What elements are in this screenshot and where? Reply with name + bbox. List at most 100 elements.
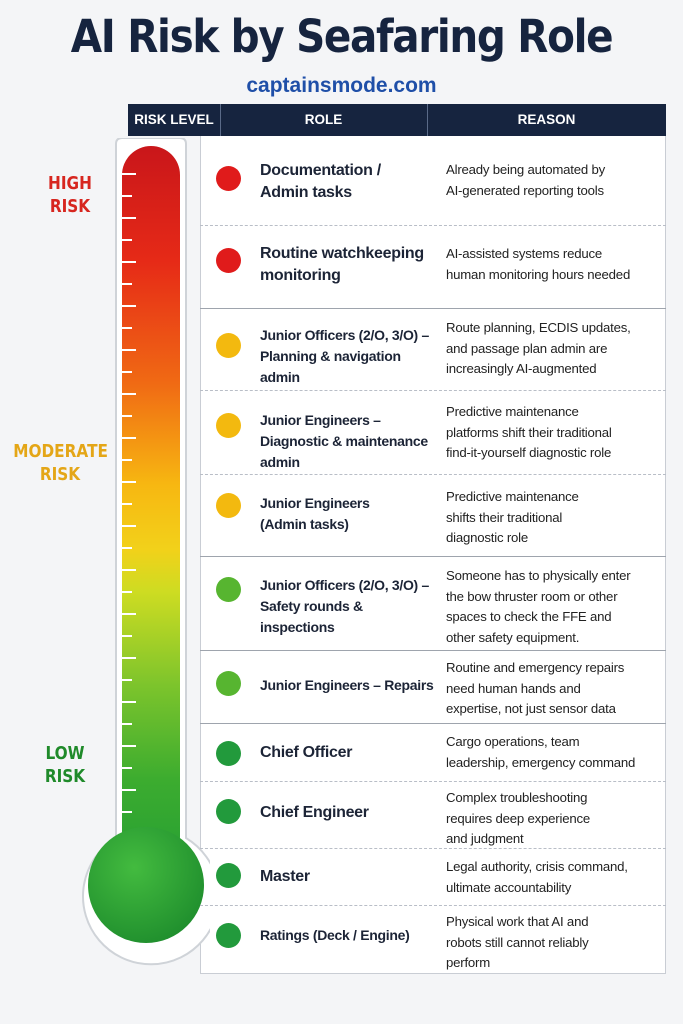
role-label: Junior Engineers – Diagnostic & maintenan… (260, 410, 440, 473)
reason-line: find-it-yourself diagnostic role (446, 445, 612, 460)
reason-line: spaces to check the FFE and (446, 609, 612, 624)
role-line: Chief Engineer (260, 804, 369, 821)
reason-line: human monitoring hours needed (446, 266, 631, 282)
reason-line: Route planning, ECDIS updates, (446, 320, 631, 335)
role-line: Routine watchkeeping (260, 245, 424, 262)
table-row: Junior Officers (2/O, 3/O) – Planning & n… (200, 309, 666, 391)
role-line: Diagnostic & maintenance admin (260, 433, 428, 470)
reason-line: Already being automated by (446, 162, 606, 177)
table-row: Chief Officer Cargo operations, team leade… (200, 724, 666, 782)
reason-line: AI-generated reporting tools (446, 182, 604, 198)
reason-text: Physical work that AI and robots still ca… (446, 912, 662, 974)
reason-line: increasingly AI-augmented (446, 361, 597, 376)
risk-dot (216, 413, 241, 438)
reason-line: Complex troubleshooting (446, 790, 588, 805)
table-row: Master Legal authority, crisis command, ul… (200, 849, 666, 906)
role-line: (Admin tasks) (260, 516, 349, 532)
table-row: Junior Engineers – Diagnostic & maintenan… (200, 391, 666, 475)
header-role: Role (220, 104, 428, 136)
risk-label-moderate-line1: MODERATE (13, 441, 108, 462)
role-label: Junior Engineers – Repairs (260, 675, 440, 696)
reason-line: requires deep experience (446, 810, 591, 826)
role-line: monitoring (260, 267, 341, 284)
role-label: Junior Officers (2/O, 3/O) – Planning & n… (260, 325, 440, 388)
reason-text: AI-assisted systems reduce human monitori… (446, 244, 662, 285)
role-label: Routine watchkeeping monitoring (260, 243, 440, 287)
risk-dot (216, 333, 241, 358)
site-link[interactable]: captainsmode.com (246, 74, 437, 97)
reason-line: platforms shift their traditional (446, 424, 612, 440)
table-body (200, 136, 666, 974)
table-row: Junior Engineers (Admin tasks) Predictive … (200, 475, 666, 557)
reason-text: Cargo operations, team leadership, emerge… (446, 732, 662, 773)
role-line: Documentation / (260, 162, 381, 179)
role-label: Chief Engineer (260, 802, 440, 824)
reason-line: Cargo operations, team (446, 734, 580, 749)
role-line: Admin tasks (260, 184, 352, 201)
risk-label-low-line1: LOW (45, 743, 85, 764)
reason-text: Routine and emergency repairs need human … (446, 658, 662, 720)
role-line: Junior Engineers – Repairs (260, 677, 434, 693)
reason-line: robots still cannot reliably (446, 934, 589, 950)
table-row: Chief Engineer Complex troubleshooting req… (200, 782, 666, 849)
reason-line: and judgment (446, 831, 524, 846)
role-label: Junior Engineers (Admin tasks) (260, 493, 440, 535)
table-row: Junior Engineers – Repairs Routine and em… (200, 651, 666, 724)
reason-line: leadership, emergency command (446, 754, 636, 770)
role-label: Chief Officer (260, 742, 440, 764)
role-line: Planning & navigation admin (260, 348, 401, 385)
table-row: Junior Officers (2/O, 3/O) – Safety round… (200, 557, 666, 651)
reason-line: Legal authority, crisis command, (446, 859, 628, 874)
reason-line: perform (446, 955, 491, 970)
role-label: Master (260, 866, 440, 888)
role-label: Junior Officers (2/O, 3/O) – Safety round… (260, 575, 440, 638)
risk-label-moderate-line2: RISK (39, 464, 81, 485)
reason-line: Routine and emergency repairs (446, 660, 625, 675)
reason-line: shifts their traditional (446, 509, 563, 525)
reason-line: Predictive maintenance (446, 404, 579, 419)
reason-line: need human hands and (446, 680, 581, 696)
risk-dot (216, 166, 241, 191)
reason-text: Someone has to physically enter the bow t… (446, 566, 662, 648)
role-line: Master (260, 868, 310, 885)
risk-label-high-line2: RISK (49, 196, 91, 217)
reason-text: Predictive maintenance shifts their tradi… (446, 487, 662, 549)
table-row: Documentation / Admin tasks Already being … (200, 136, 666, 226)
reason-line: diagnostic role (446, 530, 529, 545)
risk-label-high: HIGH RISK (23, 172, 117, 218)
reason-line: the bow thruster room or other (446, 588, 618, 604)
thermometer-ticks (122, 173, 136, 813)
header-risk-level: Risk Level (128, 104, 221, 136)
reason-line: expertise, not just sensor data (446, 701, 616, 716)
thermometer-tube (122, 146, 180, 866)
table-row: Routine watchkeeping monitoring AI-assiste… (200, 226, 666, 309)
risk-dot (216, 493, 241, 518)
role-line: Junior Engineers – (260, 412, 381, 428)
role-label: Documentation / Admin tasks (260, 160, 440, 204)
table-row: Ratings (Deck / Engine) Physical work tha… (200, 906, 666, 974)
role-line: Safety rounds & inspections (260, 598, 363, 635)
role-line: Ratings (Deck / Engine) (260, 927, 410, 943)
reason-line: other safety equipment. (446, 629, 580, 645)
role-line: Junior Engineers (260, 495, 370, 511)
reason-text: Complex troubleshooting requires deep exp… (446, 788, 662, 850)
risk-label-low: LOW RISK (18, 742, 112, 788)
header-reason: Reason (517, 112, 576, 127)
risk-dot (216, 923, 241, 948)
reason-line: Predictive maintenance (446, 489, 579, 504)
role-line: Junior Officers (2/O, 3/O) – (260, 577, 429, 593)
reason-text: Legal authority, crisis command, ultimate… (446, 857, 662, 898)
reason-text: Predictive maintenance platforms shift th… (446, 402, 662, 464)
reason-line: Physical work that AI and (446, 914, 589, 929)
role-line: Junior Officers (2/O, 3/O) – (260, 327, 429, 343)
reason-text: Already being automated by AI-generated r… (446, 160, 662, 201)
role-label: Ratings (Deck / Engine) (260, 925, 440, 946)
table-header: Risk Level Role Reason (128, 104, 666, 136)
risk-dot (216, 577, 241, 602)
reason-line: and passage plan admin are (446, 340, 608, 356)
reason-line: Someone has to physically enter (446, 568, 631, 583)
risk-dot (216, 671, 241, 696)
risk-label-high-line1: HIGH (48, 173, 92, 194)
thermometer-gauge (82, 138, 210, 966)
risk-dot (216, 741, 241, 766)
